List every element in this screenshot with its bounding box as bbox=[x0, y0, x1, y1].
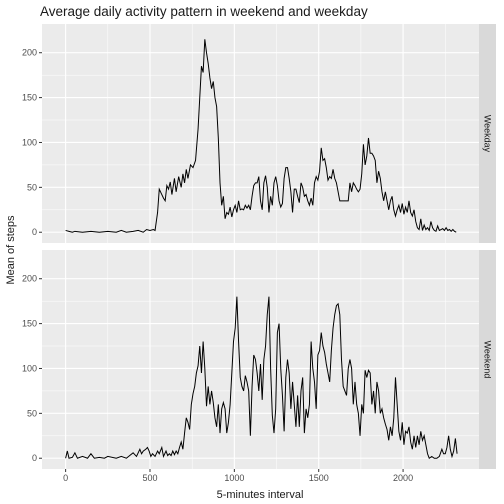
strip-weekend bbox=[479, 250, 496, 469]
panel-weekday: Weekday bbox=[42, 24, 496, 243]
panel-weekend: Weekend bbox=[42, 250, 496, 469]
y-tick-label: 50 bbox=[27, 408, 37, 418]
strip-weekend-label: Weekend bbox=[483, 341, 493, 379]
x-axis-ticks: 0 500 1000 1500 2000 bbox=[63, 469, 413, 483]
y-tick-label: 150 bbox=[22, 319, 37, 329]
y-tick-label: 150 bbox=[22, 93, 37, 103]
y-tick-label: 50 bbox=[27, 182, 37, 192]
y-tick-label: 100 bbox=[22, 363, 37, 373]
y-axis-title: Mean of steps bbox=[5, 215, 17, 285]
y-tick-label: 0 bbox=[32, 227, 37, 237]
y-axis-ticks: 0 50 100 150 200 0 50 100 150 200 bbox=[22, 48, 42, 463]
panel-weekend-background bbox=[42, 250, 479, 469]
chart-title: Average daily activity pattern in weeken… bbox=[40, 4, 368, 19]
strip-weekday bbox=[479, 24, 496, 243]
panel-weekday-grid bbox=[42, 24, 479, 243]
panel-weekday-background bbox=[42, 24, 479, 243]
y-tick-label: 100 bbox=[22, 137, 37, 147]
weekend-series-line bbox=[65, 296, 458, 460]
strip-weekday-label: Weekday bbox=[483, 115, 493, 153]
x-tick-label: 0 bbox=[63, 473, 68, 483]
x-tick-label: 1500 bbox=[309, 473, 329, 483]
y-tick-label: 200 bbox=[22, 48, 37, 58]
y-tick-label: 200 bbox=[22, 274, 37, 284]
weekday-series-line bbox=[65, 39, 457, 233]
y-tick-label: 0 bbox=[32, 453, 37, 463]
x-tick-label: 1000 bbox=[224, 473, 244, 483]
x-tick-label: 2000 bbox=[393, 473, 413, 483]
x-tick-label: 500 bbox=[142, 473, 157, 483]
x-axis-title: 5-minutes interval bbox=[217, 489, 304, 501]
